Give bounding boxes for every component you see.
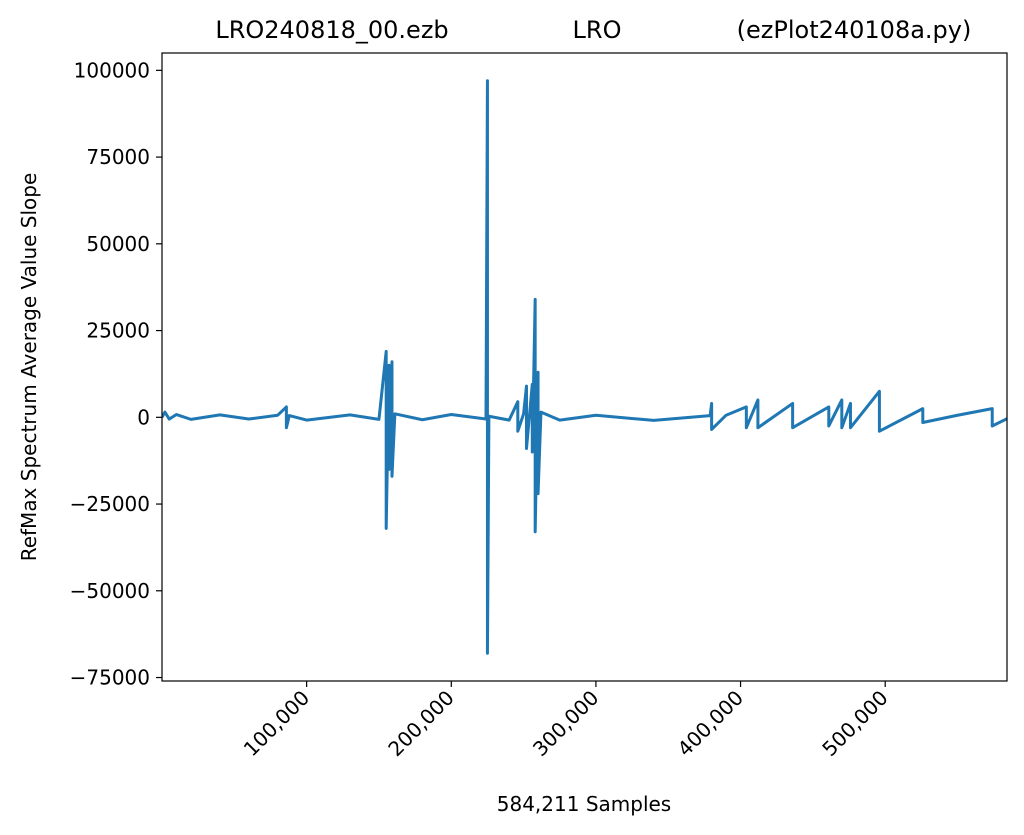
x-tick-label: 200,000	[383, 686, 458, 761]
y-tick-label: 50000	[86, 232, 150, 256]
y-axis-label: RefMax Spectrum Average Value Slope	[17, 173, 41, 562]
y-tick-label: −25000	[70, 492, 150, 516]
x-tick-label: 100,000	[239, 686, 314, 761]
y-tick-label: 0	[137, 405, 150, 429]
chart-title: LRO240818_00.ezb	[215, 16, 448, 44]
data-line	[162, 79, 1007, 655]
x-tick-label: 500,000	[817, 686, 892, 761]
chart-title: LRO	[573, 16, 622, 44]
y-tick-label: 25000	[86, 319, 150, 343]
plot-frame	[161, 52, 1008, 682]
x-tick-label: 400,000	[673, 686, 748, 761]
y-tick-label: 75000	[86, 145, 150, 169]
y-tick-label: −50000	[70, 579, 150, 603]
y-tick-label: 100000	[74, 58, 150, 82]
chart-title: (ezPlot240108a.py)	[737, 16, 972, 44]
x-axis-label: 584,211 Samples	[497, 792, 671, 816]
x-tick-label: 300,000	[528, 686, 603, 761]
y-tick-label: −75000	[70, 666, 150, 690]
